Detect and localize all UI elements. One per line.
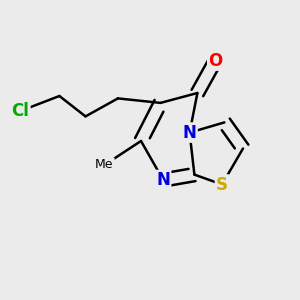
Text: N: N: [156, 171, 170, 189]
Text: S: S: [216, 176, 228, 194]
Text: Me: Me: [95, 158, 114, 172]
Text: O: O: [208, 52, 223, 70]
Text: N: N: [183, 124, 196, 142]
Text: Cl: Cl: [11, 102, 29, 120]
